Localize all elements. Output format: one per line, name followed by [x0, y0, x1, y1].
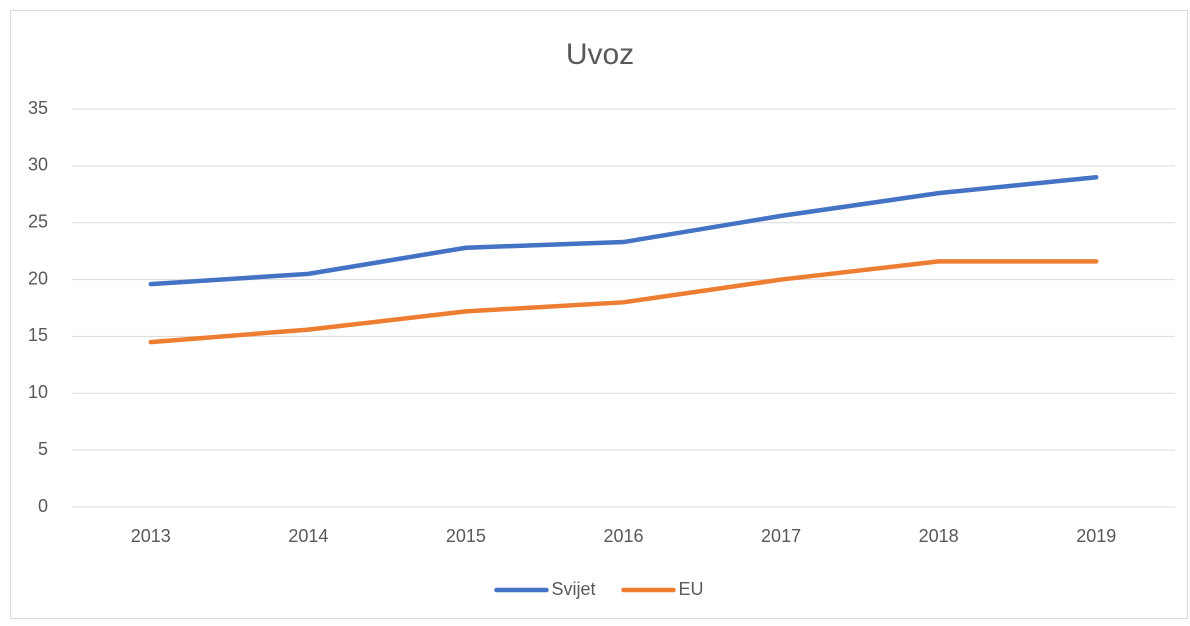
x-tick-label: 2017 — [761, 526, 801, 546]
chart-border — [10, 10, 1188, 619]
x-tick-label: 2016 — [603, 526, 643, 546]
x-tick-label: 2019 — [1076, 526, 1116, 546]
y-tick-label: 20 — [28, 268, 48, 288]
y-tick-label: 30 — [28, 155, 48, 175]
x-tick-label: 2014 — [288, 526, 328, 546]
y-tick-label: 0 — [38, 496, 48, 516]
line-series — [148, 259, 1099, 345]
x-tick-label: 2013 — [131, 526, 171, 546]
x-tick-label: 2015 — [446, 526, 486, 546]
legend-label: EU — [679, 579, 704, 599]
legend-label: Svijet — [551, 579, 595, 599]
y-tick-label: 35 — [28, 98, 48, 118]
y-tick-label: 10 — [28, 382, 48, 402]
x-tick-label: 2018 — [919, 526, 959, 546]
chart-title: Uvoz — [566, 38, 634, 71]
y-tick-label: 15 — [28, 325, 48, 345]
y-tick-label: 25 — [28, 211, 48, 231]
y-tick-label: 5 — [38, 439, 48, 459]
line-series — [148, 174, 1099, 287]
